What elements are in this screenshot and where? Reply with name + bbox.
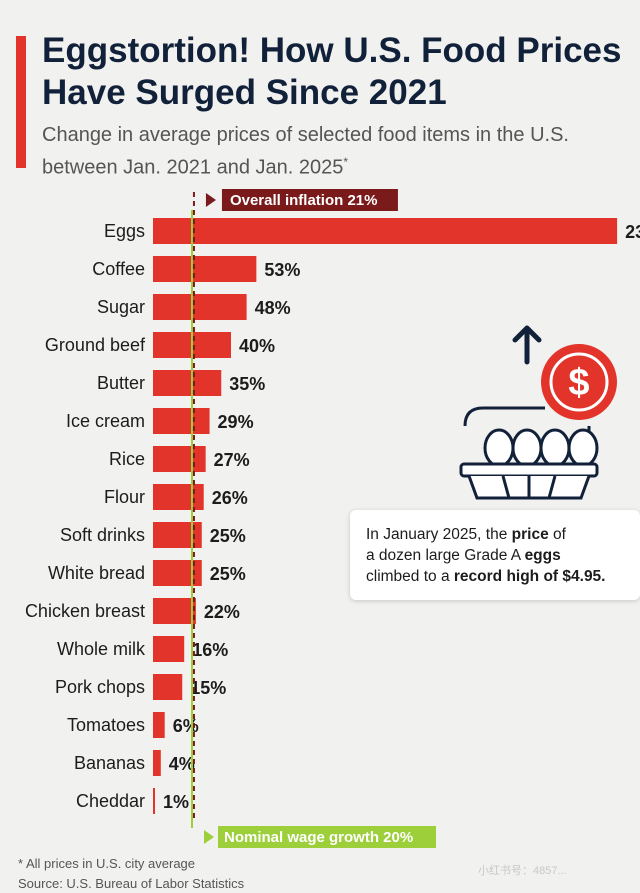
egg-carton-dollar-icon: $: [459, 325, 617, 500]
value-label: 4%: [169, 754, 195, 774]
chart-subtitle: Change in average prices of selected foo…: [42, 122, 622, 182]
category-label: Pork chops: [55, 677, 145, 697]
chart-title: Eggstortion! How U.S. Food Prices Have S…: [42, 31, 622, 112]
inflation-label-box: [221, 189, 398, 211]
callout-text: In January 2025, the price of a dozen la…: [366, 524, 636, 587]
category-label: White bread: [48, 563, 145, 583]
value-label: 35%: [229, 374, 265, 394]
footnote: * All prices in U.S. city average: [18, 856, 196, 871]
bar: [153, 256, 257, 282]
value-label: 25%: [210, 564, 246, 584]
title-accent-bar: [16, 36, 26, 168]
bar: [153, 750, 161, 776]
category-label: Chicken breast: [25, 601, 145, 621]
value-label: 1%: [163, 792, 189, 812]
value-label: 25%: [210, 526, 246, 546]
value-label: 29%: [218, 412, 254, 432]
callout-line2-prefix: a dozen large Grade A: [366, 547, 525, 564]
inflation-marker-icon: [205, 193, 216, 207]
category-label: Ice cream: [66, 411, 145, 431]
category-label: Bananas: [74, 753, 145, 773]
callout-line1-prefix: In January 2025, the: [366, 526, 512, 543]
category-label: Flour: [104, 487, 145, 507]
callout-line3-bold: record high of $4.95.: [453, 568, 606, 585]
bar: [153, 712, 165, 738]
value-label: 15%: [190, 678, 226, 698]
callout-line2-bold: eggs: [524, 547, 561, 564]
category-label: Butter: [97, 373, 145, 393]
category-label: Rice: [109, 449, 145, 469]
watermark: 小红书号：4857...: [478, 865, 567, 877]
value-label: 48%: [255, 298, 291, 318]
category-label: Coffee: [92, 259, 145, 279]
bar: [153, 674, 183, 700]
category-label: Ground beef: [45, 335, 146, 355]
inflation-label: Overall inflation 21%: [230, 192, 378, 209]
bar: [153, 598, 196, 624]
bar: [153, 636, 185, 662]
bar: [153, 294, 247, 320]
value-label: 40%: [239, 336, 275, 356]
value-label: 16%: [192, 640, 228, 660]
bar: [153, 370, 222, 396]
callout-line3-prefix: climbed to a: [366, 568, 454, 585]
value-label: 27%: [214, 450, 250, 470]
value-label: 238%: [625, 222, 640, 242]
category-label: Soft drinks: [60, 525, 145, 545]
category-label: Tomatoes: [67, 715, 145, 735]
category-label: Sugar: [97, 297, 145, 317]
value-label: 26%: [212, 488, 248, 508]
callout-line1-bold: price: [511, 526, 549, 543]
value-label: 53%: [264, 260, 300, 280]
wage-label-box: [218, 826, 436, 848]
svg-text:$: $: [568, 362, 589, 404]
category-label: Eggs: [104, 221, 145, 241]
subtitle-asterisk: *: [343, 155, 349, 169]
bar: [153, 218, 618, 244]
callout-line1-suffix: of: [548, 526, 566, 543]
category-label: Whole milk: [57, 639, 146, 659]
wage-marker-icon: [204, 830, 214, 844]
wage-label: Nominal wage growth 20%: [224, 829, 413, 846]
bar: [153, 446, 206, 472]
value-label: 22%: [204, 602, 240, 622]
bar: [153, 484, 204, 510]
source-note: Source: U.S. Bureau of Labor Statistics: [18, 876, 245, 891]
subtitle-text: Change in average prices of selected foo…: [42, 124, 569, 179]
bar: [153, 788, 155, 814]
bar: [153, 408, 210, 434]
category-label: Cheddar: [76, 791, 145, 811]
egg-price-callout: In January 2025, the price of a dozen la…: [350, 510, 640, 600]
